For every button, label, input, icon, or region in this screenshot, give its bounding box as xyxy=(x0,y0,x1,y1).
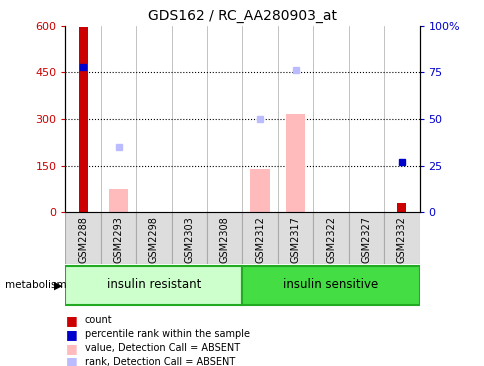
Bar xyxy=(396,203,406,212)
Text: ■: ■ xyxy=(65,341,77,355)
Text: ▶: ▶ xyxy=(54,280,63,291)
FancyBboxPatch shape xyxy=(65,212,101,264)
Text: insulin resistant: insulin resistant xyxy=(106,278,201,291)
FancyBboxPatch shape xyxy=(136,212,171,264)
FancyBboxPatch shape xyxy=(383,212,419,264)
Text: ■: ■ xyxy=(65,314,77,327)
Text: GSM2322: GSM2322 xyxy=(325,216,335,264)
Text: GSM2332: GSM2332 xyxy=(396,216,406,263)
Text: GSM2308: GSM2308 xyxy=(219,216,229,263)
FancyBboxPatch shape xyxy=(313,212,348,264)
FancyBboxPatch shape xyxy=(207,212,242,264)
FancyBboxPatch shape xyxy=(242,212,277,264)
Bar xyxy=(285,114,305,212)
Text: GSM2327: GSM2327 xyxy=(361,216,371,264)
Text: GSM2312: GSM2312 xyxy=(255,216,265,263)
FancyBboxPatch shape xyxy=(171,212,207,264)
Bar xyxy=(250,169,270,212)
Text: insulin sensitive: insulin sensitive xyxy=(283,278,378,291)
Bar xyxy=(78,27,88,212)
Text: count: count xyxy=(85,315,112,325)
Text: value, Detection Call = ABSENT: value, Detection Call = ABSENT xyxy=(85,343,240,353)
Text: GSM2293: GSM2293 xyxy=(113,216,123,263)
Text: ■: ■ xyxy=(65,328,77,341)
FancyBboxPatch shape xyxy=(65,266,242,305)
Text: GSM2303: GSM2303 xyxy=(184,216,194,263)
Text: rank, Detection Call = ABSENT: rank, Detection Call = ABSENT xyxy=(85,357,235,366)
Text: ■: ■ xyxy=(65,355,77,366)
Title: GDS162 / RC_AA280903_at: GDS162 / RC_AA280903_at xyxy=(148,9,336,23)
FancyBboxPatch shape xyxy=(242,266,419,305)
Text: metabolism: metabolism xyxy=(5,280,66,291)
FancyBboxPatch shape xyxy=(348,212,383,264)
Text: GSM2288: GSM2288 xyxy=(78,216,88,263)
Text: GSM2317: GSM2317 xyxy=(290,216,300,263)
FancyBboxPatch shape xyxy=(277,212,313,264)
Text: GSM2298: GSM2298 xyxy=(149,216,159,263)
Bar xyxy=(108,189,128,212)
FancyBboxPatch shape xyxy=(101,212,136,264)
Text: percentile rank within the sample: percentile rank within the sample xyxy=(85,329,249,339)
